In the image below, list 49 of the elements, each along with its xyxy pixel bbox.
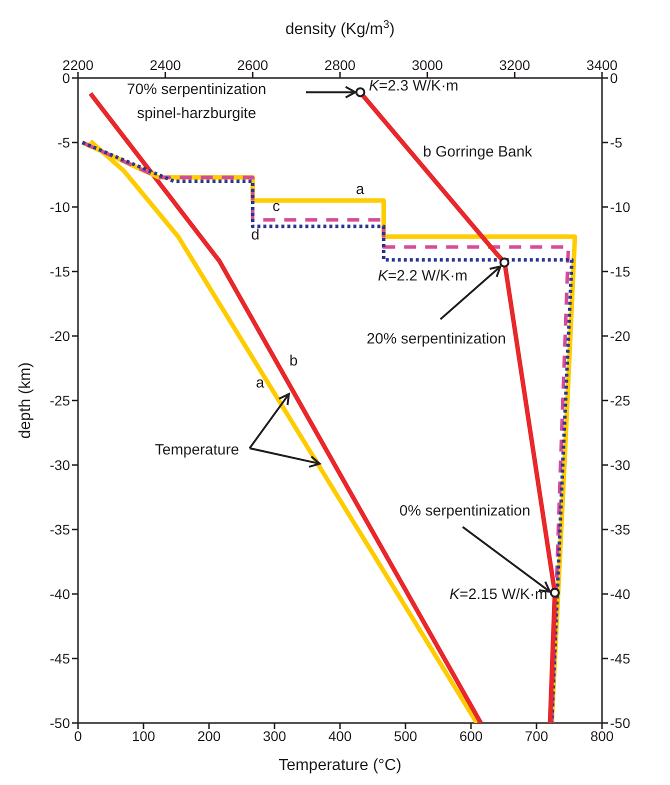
x-tick-label: 500	[394, 728, 418, 744]
annotation: 20% serpentinization	[366, 330, 506, 348]
series-label: c	[272, 198, 280, 215]
x2-tick-label: 2600	[237, 57, 268, 73]
x2-tick-label: 2400	[150, 57, 182, 73]
y2-tick-label: -20	[610, 328, 630, 344]
annotation: 70% serpentinization	[126, 81, 266, 98]
x-tick-label: 600	[459, 728, 483, 744]
y2-tick-label: -35	[610, 521, 630, 538]
series-label: b	[289, 352, 298, 370]
annotation: Temperature	[154, 442, 240, 459]
y-axis-title: depth (km)	[17, 362, 34, 439]
x-tick-label: 100	[132, 728, 156, 744]
annotation: 0% serpentinization	[399, 502, 530, 520]
y-tick-label: -25	[50, 392, 70, 408]
series-label: b Gorringe Bank	[422, 144, 533, 161]
x-tick-label: 0	[74, 728, 82, 744]
series-label: d	[251, 226, 260, 244]
annotation: K=2.3 W/K·m	[368, 77, 458, 94]
annotation: spinel-harzburgite	[136, 104, 256, 122]
y2-tick-label: -45	[610, 650, 630, 666]
y2-tick-label: -10	[610, 198, 630, 215]
y2-tick-label: -40	[610, 586, 630, 602]
x-tick-label: 400	[328, 728, 352, 744]
x2-axis-title: density (Kg/m$^{3}$)	[285, 19, 395, 38]
y-tick-label: -15	[50, 263, 70, 280]
y-tick-label: -10	[50, 198, 70, 215]
y-tick-label: -30	[50, 456, 70, 473]
x-axis-title: Temperature (°C)	[278, 757, 402, 774]
y2-tick-label: -15	[610, 263, 630, 280]
annotation: K=2.15 W/K·m	[449, 586, 548, 604]
y2-tick-label: -25	[610, 392, 630, 408]
y-tick-label: -50	[50, 714, 70, 731]
x2-tick-label: 2800	[324, 57, 356, 73]
x-tick-label: 200	[197, 728, 221, 744]
y-tick-label: -5	[58, 134, 70, 150]
series-label: a	[256, 374, 265, 392]
x-tick-label: 700	[524, 728, 548, 744]
y-tick-label: -40	[50, 586, 70, 602]
y2-tick-label: -5	[610, 134, 623, 150]
annotation: K=2.2 W/K·m	[378, 268, 468, 285]
y2-tick-label: -30	[610, 456, 630, 473]
y-tick-label: -20	[50, 328, 70, 344]
x2-tick-label: 3200	[499, 57, 530, 73]
y-tick-label: -45	[50, 650, 70, 666]
y-tick-label: -35	[50, 521, 70, 538]
x2-tick-label: 3000	[412, 57, 444, 73]
series-label: a	[356, 181, 365, 198]
x-tick-label: 300	[262, 728, 286, 744]
